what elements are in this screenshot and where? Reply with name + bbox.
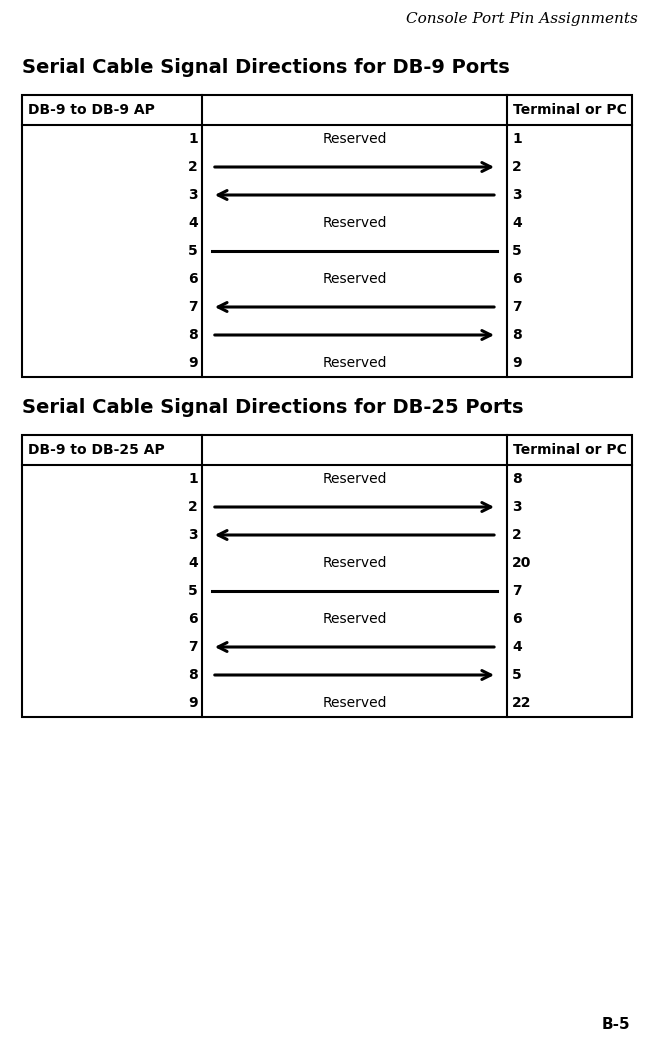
- Bar: [22, 435, 632, 717]
- Text: 3: 3: [512, 188, 522, 202]
- Text: 6: 6: [188, 272, 198, 286]
- Text: 20: 20: [512, 556, 531, 570]
- Text: 2: 2: [188, 500, 198, 514]
- Text: Terminal or PC: Terminal or PC: [513, 443, 627, 456]
- Text: Reserved: Reserved: [322, 696, 387, 710]
- Text: 5: 5: [512, 668, 522, 682]
- Text: 7: 7: [512, 584, 522, 598]
- Text: 3: 3: [512, 500, 522, 514]
- Text: Reserved: Reserved: [322, 556, 387, 570]
- Text: Reserved: Reserved: [322, 132, 387, 146]
- Text: DB-9 to DB-25 AP: DB-9 to DB-25 AP: [28, 443, 165, 456]
- Text: 2: 2: [512, 160, 522, 174]
- Text: Reserved: Reserved: [322, 272, 387, 286]
- Text: Reserved: Reserved: [322, 612, 387, 626]
- Text: Console Port Pin Assignments: Console Port Pin Assignments: [406, 12, 638, 26]
- Text: 6: 6: [512, 272, 522, 286]
- Text: 2: 2: [188, 160, 198, 174]
- Text: 4: 4: [188, 556, 198, 570]
- Text: Reserved: Reserved: [322, 472, 387, 486]
- Text: 7: 7: [188, 300, 198, 314]
- Text: 22: 22: [512, 696, 532, 710]
- Text: 3: 3: [188, 528, 198, 542]
- Text: 3: 3: [188, 188, 198, 202]
- Text: 2: 2: [512, 528, 522, 542]
- Text: 9: 9: [188, 356, 198, 370]
- Text: 4: 4: [188, 216, 198, 230]
- Text: 1: 1: [512, 132, 522, 146]
- Text: 6: 6: [188, 612, 198, 626]
- Text: Reserved: Reserved: [322, 356, 387, 370]
- Text: Serial Cable Signal Directions for DB-9 Ports: Serial Cable Signal Directions for DB-9 …: [22, 58, 509, 77]
- Text: 5: 5: [512, 244, 522, 258]
- Text: 9: 9: [512, 356, 522, 370]
- Text: 5: 5: [188, 584, 198, 598]
- Text: B-5: B-5: [602, 1017, 630, 1032]
- Text: 7: 7: [188, 640, 198, 654]
- Text: 9: 9: [188, 696, 198, 710]
- Text: Terminal or PC: Terminal or PC: [513, 103, 627, 117]
- Text: 1: 1: [188, 472, 198, 486]
- Text: 8: 8: [188, 328, 198, 342]
- Text: 5: 5: [188, 244, 198, 258]
- Text: 4: 4: [512, 216, 522, 230]
- Text: 8: 8: [512, 328, 522, 342]
- Text: DB-9 to DB-9 AP: DB-9 to DB-9 AP: [28, 103, 155, 117]
- Text: 6: 6: [512, 612, 522, 626]
- Text: 8: 8: [188, 668, 198, 682]
- Text: 4: 4: [512, 640, 522, 654]
- Bar: [22, 95, 632, 377]
- Text: 7: 7: [512, 300, 522, 314]
- Text: 8: 8: [512, 472, 522, 486]
- Text: 1: 1: [188, 132, 198, 146]
- Text: Reserved: Reserved: [322, 216, 387, 230]
- Text: Serial Cable Signal Directions for DB-25 Ports: Serial Cable Signal Directions for DB-25…: [22, 398, 523, 417]
